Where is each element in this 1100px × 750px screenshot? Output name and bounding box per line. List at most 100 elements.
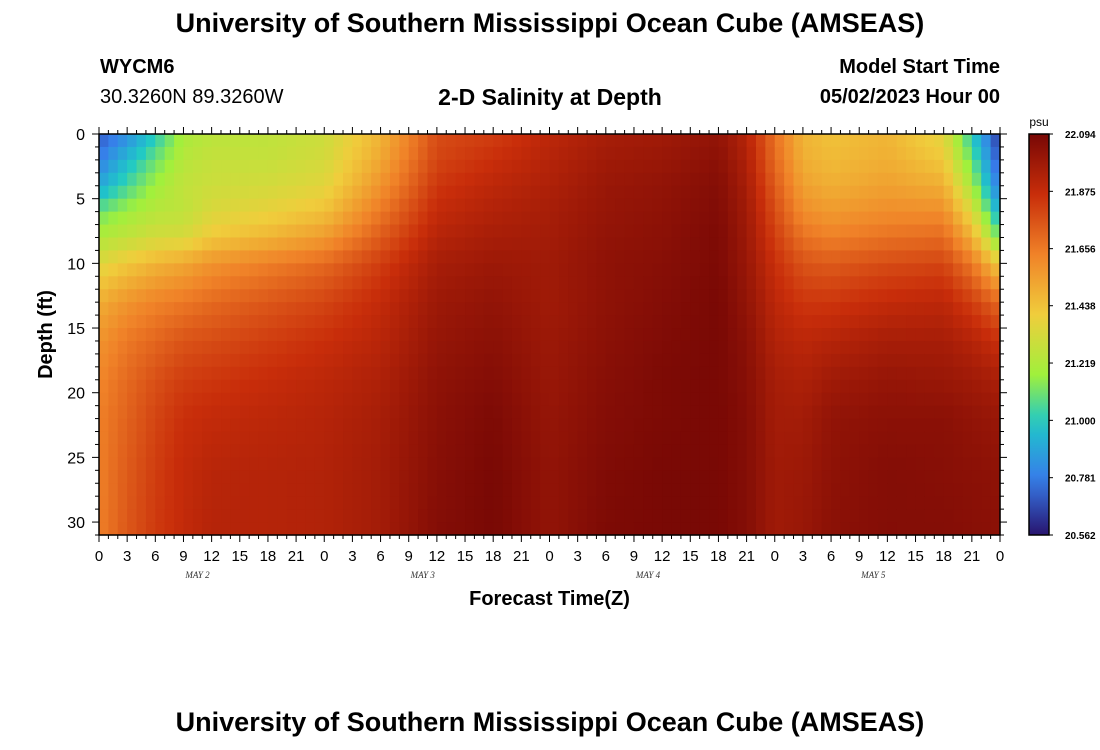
heatmap-cell bbox=[446, 470, 457, 484]
heatmap-cell bbox=[680, 185, 691, 200]
heatmap-cell bbox=[971, 172, 982, 187]
heatmap-cell bbox=[971, 470, 982, 484]
heatmap-cell bbox=[887, 146, 898, 161]
heatmap-cell bbox=[465, 405, 476, 420]
heatmap-cell bbox=[352, 172, 363, 187]
heatmap-cell bbox=[183, 418, 194, 433]
heatmap-cell bbox=[812, 366, 823, 381]
heatmap-cell bbox=[230, 198, 241, 213]
heatmap-cell bbox=[671, 328, 682, 342]
heatmap-cell bbox=[408, 250, 419, 264]
heatmap-cell bbox=[483, 483, 494, 497]
heatmap-cell bbox=[286, 470, 297, 484]
heatmap-cell bbox=[802, 302, 813, 316]
heatmap-cell bbox=[389, 405, 400, 420]
heatmap-cell bbox=[887, 496, 898, 510]
colorbar-tick-label: 22.094 bbox=[1065, 130, 1096, 141]
heatmap-cell bbox=[990, 211, 1001, 226]
heatmap-cell bbox=[436, 509, 447, 523]
heatmap-cell bbox=[624, 159, 635, 174]
heatmap-cell bbox=[549, 159, 560, 174]
heatmap-cell bbox=[755, 263, 766, 277]
heatmap-cell bbox=[727, 263, 738, 277]
heatmap-cell bbox=[587, 353, 598, 368]
heatmap-cell bbox=[511, 263, 522, 277]
heatmap-cell bbox=[192, 211, 203, 226]
heatmap-cell bbox=[596, 470, 607, 484]
heatmap-cell bbox=[361, 159, 372, 174]
heatmap-cell bbox=[727, 185, 738, 200]
heatmap-cell bbox=[718, 522, 729, 536]
heatmap-cell bbox=[709, 328, 720, 342]
heatmap-cell bbox=[615, 146, 626, 161]
heatmap-cell bbox=[305, 496, 316, 510]
heatmap-cell bbox=[915, 185, 926, 200]
heatmap-cell bbox=[605, 263, 616, 277]
heatmap-cell bbox=[521, 405, 532, 420]
day-label: MAY 4 bbox=[635, 570, 661, 580]
heatmap-cell bbox=[277, 457, 288, 471]
heatmap-cell bbox=[671, 302, 682, 316]
heatmap-cell bbox=[615, 405, 626, 420]
heatmap-cell bbox=[671, 172, 682, 187]
heatmap-cell bbox=[230, 509, 241, 523]
heatmap-cell bbox=[258, 315, 269, 329]
heatmap-cell bbox=[549, 509, 560, 523]
heatmap-cell bbox=[408, 522, 419, 536]
heatmap-cell bbox=[427, 276, 438, 290]
heatmap-cell bbox=[924, 405, 935, 420]
heatmap-cell bbox=[380, 211, 391, 226]
heatmap-cell bbox=[906, 431, 917, 446]
heatmap-cell bbox=[521, 522, 532, 536]
heatmap-cell bbox=[108, 405, 119, 420]
heatmap-cell bbox=[802, 250, 813, 264]
heatmap-cell bbox=[737, 340, 748, 355]
heatmap-cell bbox=[587, 250, 598, 264]
heatmap-cell bbox=[915, 237, 926, 252]
heatmap-cell bbox=[145, 328, 156, 342]
heatmap-cell bbox=[643, 522, 654, 536]
heatmap-cell bbox=[399, 302, 410, 316]
heatmap-cell bbox=[699, 470, 710, 484]
heatmap-cell bbox=[136, 263, 147, 277]
heatmap-cell bbox=[596, 134, 607, 148]
heatmap-cell bbox=[953, 302, 964, 316]
heatmap-cell bbox=[671, 431, 682, 446]
heatmap-cell bbox=[558, 211, 569, 226]
heatmap-cell bbox=[511, 315, 522, 329]
heatmap-cell bbox=[662, 159, 673, 174]
heatmap-cell bbox=[915, 457, 926, 471]
heatmap-cell bbox=[230, 211, 241, 226]
heatmap-cell bbox=[361, 276, 372, 290]
heatmap-cell bbox=[296, 496, 307, 510]
heatmap-cell bbox=[493, 134, 504, 148]
heatmap-cell bbox=[399, 444, 410, 458]
heatmap-cell bbox=[727, 211, 738, 226]
heatmap-cell bbox=[99, 198, 109, 213]
heatmap-cell bbox=[286, 366, 297, 381]
heatmap-cell bbox=[324, 134, 335, 148]
heatmap-cell bbox=[709, 522, 720, 536]
heatmap-cell bbox=[831, 134, 842, 148]
heatmap-cell bbox=[558, 483, 569, 497]
heatmap-cell bbox=[474, 172, 485, 187]
heatmap-cell bbox=[680, 483, 691, 497]
heatmap-cell bbox=[774, 185, 785, 200]
heatmap-cell bbox=[399, 483, 410, 497]
heatmap-cell bbox=[971, 224, 982, 239]
heatmap-cell bbox=[981, 379, 992, 394]
heatmap-cell bbox=[887, 418, 898, 433]
heatmap-cell bbox=[108, 431, 119, 446]
heatmap-cell bbox=[924, 496, 935, 510]
heatmap-cell bbox=[324, 483, 335, 497]
heatmap-cell bbox=[352, 134, 363, 148]
heatmap-cell bbox=[615, 470, 626, 484]
heatmap-cell bbox=[446, 159, 457, 174]
heatmap-cell bbox=[446, 366, 457, 381]
heatmap-cell bbox=[633, 276, 644, 290]
heatmap-cell bbox=[615, 276, 626, 290]
x-tick-label: 18 bbox=[485, 548, 502, 565]
heatmap-cell bbox=[202, 185, 213, 200]
heatmap-cell bbox=[127, 509, 138, 523]
heatmap-cell bbox=[286, 198, 297, 213]
